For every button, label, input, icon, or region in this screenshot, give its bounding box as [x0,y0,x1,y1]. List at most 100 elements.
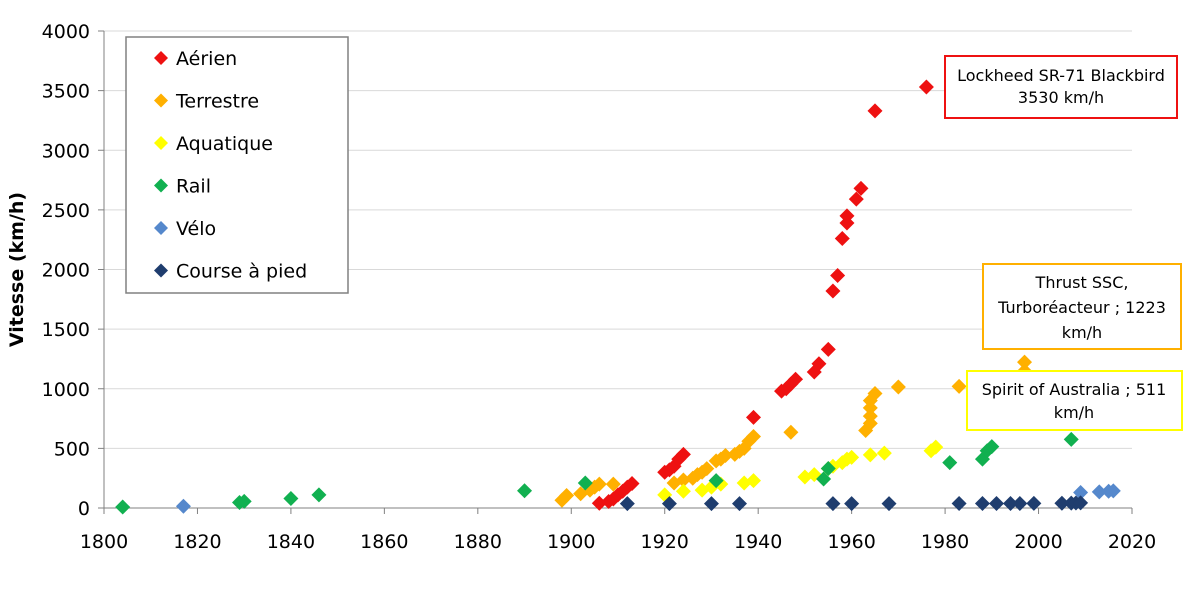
legend-label: Course à pied [176,261,307,283]
x-tick-label: 1820 [173,531,221,553]
legend-box [125,36,349,294]
data-point-terrestre [605,476,621,492]
annotation-box [944,55,1178,119]
data-point-rail [115,499,131,515]
data-point-velo [1091,484,1107,500]
data-point-terrestre [1017,354,1033,370]
data-point-rail [577,475,593,491]
data-point-course-a-pied [1073,495,1089,511]
data-point-terrestre [783,424,799,440]
legend-label: Aquatique [176,133,273,155]
data-point-aerien [746,409,762,425]
annotations: Lockheed SR-71 Blackbird 3530 km/h Thrust … [944,55,1183,431]
data-point-rail [708,473,724,489]
data-point-course-a-pied [703,496,719,512]
data-point-rail [820,461,836,477]
y-tick-label: 3000 [42,140,90,162]
data-points [115,79,1121,515]
y-tick-label: 2000 [42,260,90,282]
x-tick-label: 2000 [1014,531,1062,553]
annotation-text: Turboréacteur ; 1223 [997,298,1166,317]
data-point-aerien [834,230,850,246]
data-point-velo [175,498,191,514]
annotation-text: Spirit of Australia ; 511 [982,380,1167,399]
data-point-aerien [825,283,841,299]
legend-label: Terrestre [175,91,259,113]
data-point-rail [311,487,327,503]
data-point-velo [1105,483,1121,499]
x-tick-label: 2020 [1108,531,1156,553]
x-tick-label: 1880 [454,531,502,553]
data-point-aerien [848,191,864,207]
data-point-aquatique [928,439,944,455]
data-point-aerien [624,476,640,492]
y-tick-label: 3500 [42,81,90,103]
data-point-course-a-pied [844,496,860,512]
data-point-course-a-pied [731,496,747,512]
data-point-rail [283,490,299,506]
y-tick-labels: 0 500 1000 1500 2000 2500 3000 3500 4000 [42,21,90,520]
legend-label: Rail [176,176,211,198]
data-point-aerien [811,356,827,372]
data-point-course-a-pied [974,495,990,511]
annotation-box [966,370,1183,431]
legend-marker [154,263,168,278]
data-point-velo [1073,484,1089,500]
data-point-aquatique [844,449,860,465]
annotation-text: km/h [1054,403,1094,422]
data-point-course-a-pied [1054,495,1070,511]
legend-marker [154,93,168,108]
data-point-aerien [867,103,883,119]
annotation-text: km/h [1062,323,1102,342]
data-point-course-a-pied [1026,495,1042,511]
data-point-aerien [839,208,855,224]
legend: Aérien Terrestre Aquatique Rail Vélo Course à… [125,36,349,294]
data-point-course-a-pied [619,496,635,512]
data-point-terrestre [867,386,883,402]
data-point-aquatique [862,447,878,463]
x-tick-label: 1940 [734,531,782,553]
x-tick-label: 1980 [921,531,969,553]
y-tick-label: 1000 [42,379,90,401]
data-point-aquatique [675,483,691,499]
data-point-course-a-pied [661,496,677,512]
x-tick-labels: 1800 1820 1840 1860 1880 1900 1920 1940 1960 1980… [80,531,1156,553]
x-tick-label: 1860 [360,531,408,553]
data-point-aerien [820,341,836,357]
legend-marker [154,221,168,235]
data-point-course-a-pied [1003,495,1019,511]
data-point-course-a-pied [825,496,841,512]
legend-label: Aérien [176,48,237,70]
y-tick-label: 1500 [42,319,90,341]
data-point-rail [236,493,252,509]
data-point-terrestre [951,378,967,394]
data-point-terrestre [591,476,607,492]
data-point-aerien [853,180,869,196]
legend-marker [154,136,168,150]
y-tick-label: 0 [78,498,90,520]
data-point-terrestre [717,448,733,464]
data-point-aerien [675,446,691,462]
data-point-terrestre [890,379,906,395]
x-tick-label: 1840 [267,531,315,553]
annotation-text: Thrust SSC, [1035,273,1129,292]
annotation-text: 3530 km/h [1018,88,1104,107]
data-point-aerien [788,371,804,387]
data-point-rail [984,439,1000,455]
data-point-course-a-pied [881,496,897,512]
data-point-course-a-pied [988,495,1004,511]
y-tick-label: 4000 [42,21,90,43]
data-point-terrestre [862,408,878,424]
data-point-rail [1063,431,1079,447]
y-tick-label: 500 [54,438,90,460]
legend-label: Vélo [176,218,216,240]
x-tick-label: 1960 [827,531,875,553]
data-point-aquatique [746,473,762,489]
data-point-terrestre [675,472,691,488]
data-point-terrestre [699,461,715,477]
data-point-course-a-pied [951,495,967,511]
data-point-aerien [830,267,846,283]
x-tick-label: 1800 [80,531,128,553]
data-point-course-a-pied [1012,495,1028,511]
